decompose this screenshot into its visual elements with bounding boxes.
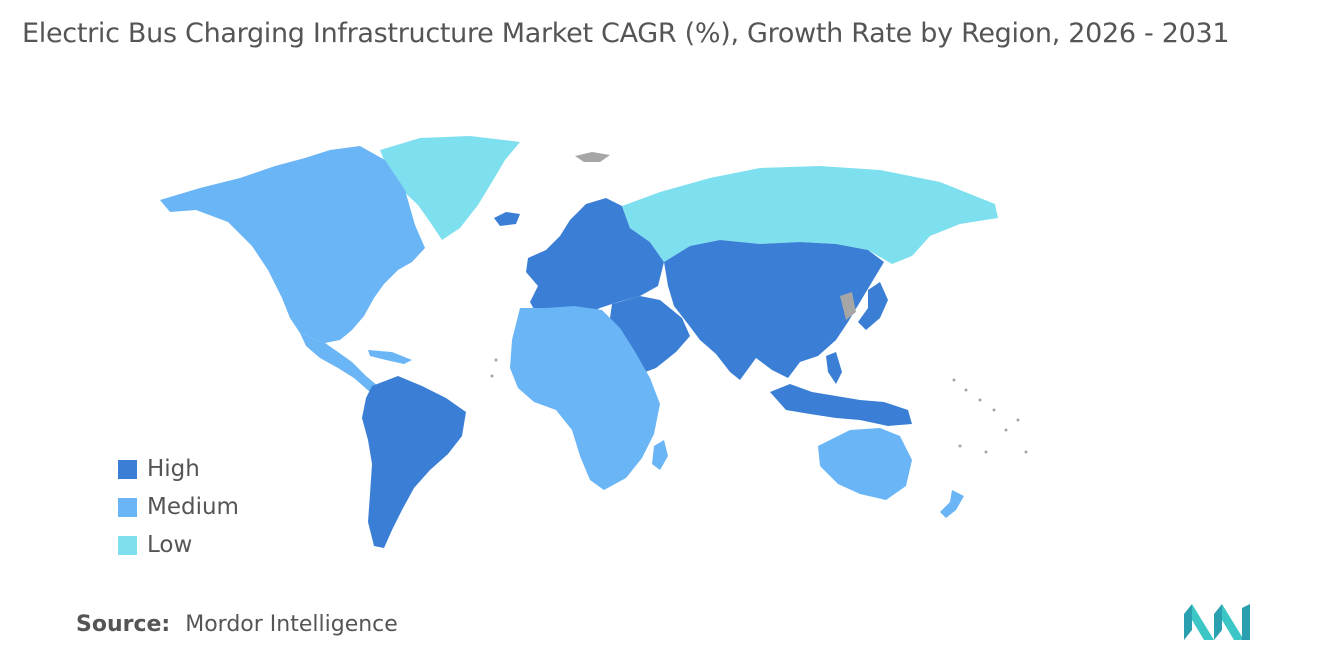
source-key: Source:: [76, 612, 171, 637]
region-north-america: [160, 146, 425, 343]
legend-swatch-high: [118, 459, 137, 479]
region-philippines: [826, 352, 842, 384]
region-svalbard: [575, 152, 610, 162]
region-caribbean: [368, 350, 412, 364]
region-japan: [858, 282, 888, 330]
source-line: Source: Mordor Intelligence: [76, 612, 398, 637]
pacific-islands: [490, 358, 1028, 454]
region-asia: [664, 240, 884, 380]
legend-swatch-medium: [118, 497, 137, 517]
region-new-zealand: [940, 490, 964, 518]
legend-label-high: High: [147, 456, 200, 482]
region-south-america: [362, 376, 466, 548]
map-legend: High Medium Low: [118, 450, 239, 564]
region-central-america: [300, 333, 378, 392]
legend-swatch-low: [118, 535, 137, 555]
region-australia: [818, 428, 912, 500]
legend-label-low: Low: [147, 532, 193, 558]
source-value: Mordor Intelligence: [185, 612, 398, 637]
region-iceland: [494, 212, 520, 226]
mordor-intelligence-logo: [1184, 604, 1250, 640]
legend-item-high: High: [118, 450, 239, 488]
region-madagascar: [652, 440, 668, 470]
legend-item-low: Low: [118, 526, 239, 564]
legend-item-medium: Medium: [118, 488, 239, 526]
region-russia: [622, 166, 998, 264]
region-korea: [840, 292, 856, 320]
region-southeast-asia: [770, 384, 912, 426]
region-africa: [510, 306, 660, 490]
region-greenland: [380, 136, 520, 240]
region-europe: [526, 198, 664, 324]
page-title: Electric Bus Charging Infrastructure Mar…: [22, 18, 1230, 49]
legend-label-medium: Medium: [147, 494, 239, 520]
